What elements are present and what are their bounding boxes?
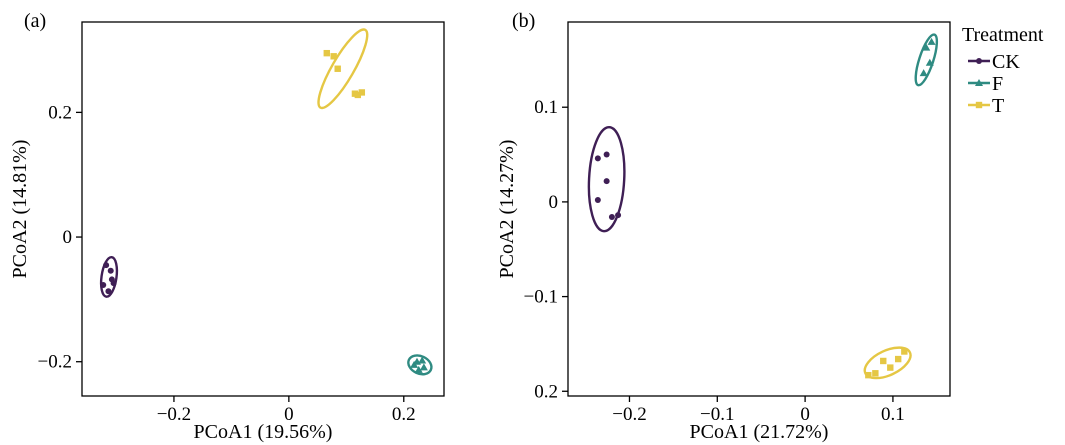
panel-a-point-f-5 bbox=[412, 357, 421, 365]
panel-b-point-ck-6 bbox=[608, 214, 615, 221]
panel-a-point-t-6 bbox=[358, 89, 366, 96]
panel-a-point-ck-2 bbox=[107, 267, 114, 274]
panel-a-point-ck-4 bbox=[100, 282, 107, 289]
panel-a-point-ck-6 bbox=[110, 280, 117, 287]
panel-b-y-tick-label: 0.1 bbox=[534, 97, 558, 118]
legend-label-f: F bbox=[992, 73, 1003, 95]
panel-b-y-tick-label: 0.2 bbox=[534, 381, 558, 402]
panel-b-point-t-5 bbox=[894, 355, 902, 363]
panel-a-point-ck-1 bbox=[103, 262, 110, 269]
panel-a-point-f-2 bbox=[414, 365, 423, 373]
panel-b-point-ck-4 bbox=[594, 197, 601, 204]
panel-b: (b) −0.2 −0.1 0 0.1 0.2 −0.1 0 0.1 PCoA1 (21.7… bbox=[496, 10, 951, 443]
panel-b-y-axis: 0.2 −0.1 0 0.1 bbox=[524, 97, 568, 402]
panel-b-point-f-1 bbox=[922, 43, 931, 51]
panel-b-point-f-3 bbox=[919, 69, 928, 77]
panel-b-ellipse-ck bbox=[587, 125, 626, 233]
panel-a-ellipse-t bbox=[317, 28, 369, 110]
panel-a-y-axis-label: PCoA2 (14.81%) bbox=[9, 140, 31, 279]
panel-a-x-tick-label: 0.2 bbox=[392, 404, 416, 425]
panel-a-x-tick-label: −0.2 bbox=[157, 404, 191, 425]
panel-b-y-axis-label: PCoA2 (14.27%) bbox=[496, 140, 518, 279]
panel-a-x-tick-label: 0 bbox=[284, 404, 294, 425]
panel-b-point-f-2 bbox=[925, 58, 934, 66]
panel-a-y-axis: −0.2 0 0.2 bbox=[38, 102, 82, 373]
panel-b-x-tick-label: −0.1 bbox=[700, 404, 734, 425]
panel-b-plot-frame bbox=[567, 21, 951, 397]
panel-a-point-t-5 bbox=[354, 91, 362, 99]
legend-marker-f bbox=[975, 79, 983, 86]
legend-label-t: T bbox=[992, 95, 1004, 117]
legend-title: Treatment bbox=[962, 24, 1044, 46]
panel-b-y-tick-label: −0.1 bbox=[524, 287, 558, 308]
panel-b-point-t-6 bbox=[872, 370, 879, 377]
legend-marker-t bbox=[975, 101, 983, 109]
panel-a-point-f-4 bbox=[419, 363, 428, 371]
panel-b-point-t-3 bbox=[887, 364, 894, 371]
panel-a-plot-frame bbox=[81, 21, 445, 397]
panel-a-label: (a) bbox=[24, 10, 46, 32]
panel-b-x-tick-label: 0 bbox=[800, 404, 810, 425]
panel-b-point-t-1 bbox=[865, 371, 872, 379]
panel-b-x-tick-label: 0.1 bbox=[881, 404, 905, 425]
panel-a-ellipses bbox=[99, 28, 433, 376]
panel-b-point-ck-3 bbox=[603, 178, 610, 185]
panel-a-point-t-1 bbox=[323, 49, 330, 57]
panel-b-x-axis: −0.2 −0.1 0 0.1 bbox=[612, 396, 905, 425]
panel-a-y-tick-label: 0.2 bbox=[48, 102, 72, 123]
panel-b-point-ck-5 bbox=[615, 212, 622, 219]
panel-b-point-t-4 bbox=[901, 348, 908, 355]
panel-b-label: (b) bbox=[512, 10, 535, 32]
panel-a-point-ck-5 bbox=[105, 288, 112, 295]
panel-a-point-f-3 bbox=[418, 356, 427, 364]
panel-a-points bbox=[100, 49, 428, 373]
panel-a-ellipse-ck bbox=[99, 255, 119, 298]
legend-label-ck: CK bbox=[992, 51, 1020, 73]
panel-b-x-tick-label: −0.2 bbox=[612, 404, 646, 425]
panel-a-point-t-2 bbox=[330, 53, 337, 60]
panel-b-point-ck-1 bbox=[594, 155, 601, 162]
panel-a-x-axis: −0.2 0 0.2 bbox=[157, 396, 416, 425]
panel-a-point-t-3 bbox=[334, 65, 341, 72]
panel-b-y-tick-label: 0 bbox=[549, 192, 559, 213]
panel-b-x-axis-label: PCoA1 (21.72%) bbox=[690, 421, 829, 443]
panel-b-point-ck-2 bbox=[603, 151, 610, 158]
legend-marker-ck bbox=[976, 58, 982, 64]
panel-a-ellipse-f bbox=[407, 354, 433, 376]
panel-b-ellipse-f bbox=[914, 33, 939, 87]
panel-b-point-t-2 bbox=[880, 357, 887, 365]
panel-a-y-tick-label: 0 bbox=[63, 227, 73, 248]
panel-a-y-tick-label: −0.2 bbox=[38, 352, 72, 373]
panel-b-ellipses bbox=[587, 33, 939, 380]
panel-b-points bbox=[594, 37, 936, 379]
panel-a-x-axis-label: PCoA1 (19.56%) bbox=[194, 421, 333, 443]
panel-b-point-f-4 bbox=[927, 37, 936, 45]
panel-a: (a) −0.2 0 0.2 −0.2 0 0.2 PCoA1 (19.56%) PCo… bbox=[9, 10, 445, 443]
